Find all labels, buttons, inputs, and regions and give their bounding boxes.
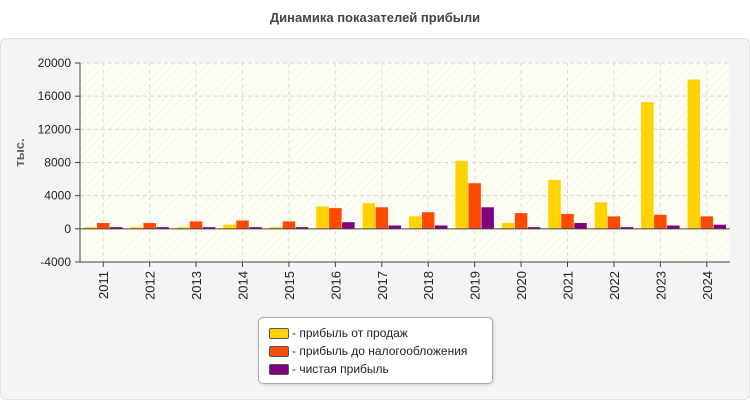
bar	[687, 79, 701, 229]
legend-swatch	[269, 345, 289, 357]
x-tick-label: 2023	[653, 271, 668, 300]
x-tick-label: 2015	[282, 271, 297, 300]
bar	[249, 227, 262, 229]
y-tick-label: 4000	[44, 189, 71, 203]
bar	[527, 227, 541, 229]
bar	[501, 223, 515, 229]
bar	[143, 223, 156, 229]
bar	[362, 203, 376, 229]
bar	[421, 212, 435, 229]
legend-item: - чистая прибыль	[269, 361, 389, 377]
x-tick-label: 2020	[514, 271, 529, 300]
bar	[667, 225, 680, 229]
bar	[269, 227, 283, 229]
bar	[713, 224, 727, 229]
chart-legend: - прибыль от продаж - прибыль до налогооб…	[258, 317, 493, 384]
bar	[295, 227, 309, 229]
x-tick-label: 2017	[375, 271, 390, 300]
x-tick-label: 2021	[561, 271, 576, 300]
legend-label: - чистая прибыль	[292, 362, 389, 376]
y-tick-label: 20000	[38, 56, 72, 70]
bar	[514, 213, 528, 229]
bar	[455, 160, 468, 229]
y-tick-label: 16000	[38, 89, 72, 103]
x-tick-label: 2013	[189, 271, 204, 300]
y-tick-label: -4000	[40, 255, 71, 269]
legend-item: - прибыль от продаж	[269, 325, 408, 341]
bar	[83, 227, 97, 229]
bar	[408, 216, 422, 229]
x-tick-label: 2024	[700, 271, 715, 300]
bar	[574, 223, 587, 229]
bar	[96, 223, 110, 229]
bar	[654, 214, 667, 229]
bar	[375, 207, 389, 229]
y-tick-label: 8000	[44, 156, 71, 170]
bar	[548, 179, 561, 229]
x-tick-label: 2019	[468, 271, 483, 300]
bar	[236, 220, 249, 229]
chart-title: Динамика показателей прибыли	[269, 10, 481, 25]
bar	[189, 221, 203, 229]
y-axis-label: тыс.	[12, 138, 27, 166]
bar	[468, 183, 481, 229]
legend-label: - прибыль от продаж	[292, 326, 408, 340]
bar	[202, 227, 216, 229]
bar	[329, 208, 342, 229]
legend-swatch	[269, 327, 289, 339]
legend-label: - прибыль до налогообложения	[292, 344, 468, 358]
legend-item: - прибыль до налогообложения	[269, 343, 467, 359]
y-tick-label: 12000	[38, 122, 72, 136]
x-tick-label: 2012	[143, 271, 158, 300]
x-tick-label: 2022	[607, 271, 622, 300]
bar	[109, 227, 123, 229]
bar	[388, 225, 402, 229]
legend-swatch	[269, 363, 289, 375]
bar	[561, 213, 574, 229]
bar	[176, 227, 190, 229]
bar	[316, 206, 329, 229]
bar	[620, 227, 634, 229]
bar	[342, 222, 355, 229]
bar	[156, 227, 169, 229]
bar	[594, 202, 608, 229]
x-tick-label: 2018	[421, 271, 436, 300]
x-tick-label: 2014	[236, 271, 251, 300]
bar	[434, 225, 448, 229]
bar	[130, 227, 143, 229]
x-tick-label: 2011	[96, 271, 111, 299]
bar	[641, 101, 654, 229]
y-tick-label: 0	[64, 222, 71, 236]
bar	[481, 207, 494, 229]
bar	[700, 216, 714, 229]
bar	[607, 216, 621, 229]
bar	[282, 221, 296, 229]
x-tick-label: 2016	[328, 271, 343, 300]
bar	[223, 224, 236, 229]
